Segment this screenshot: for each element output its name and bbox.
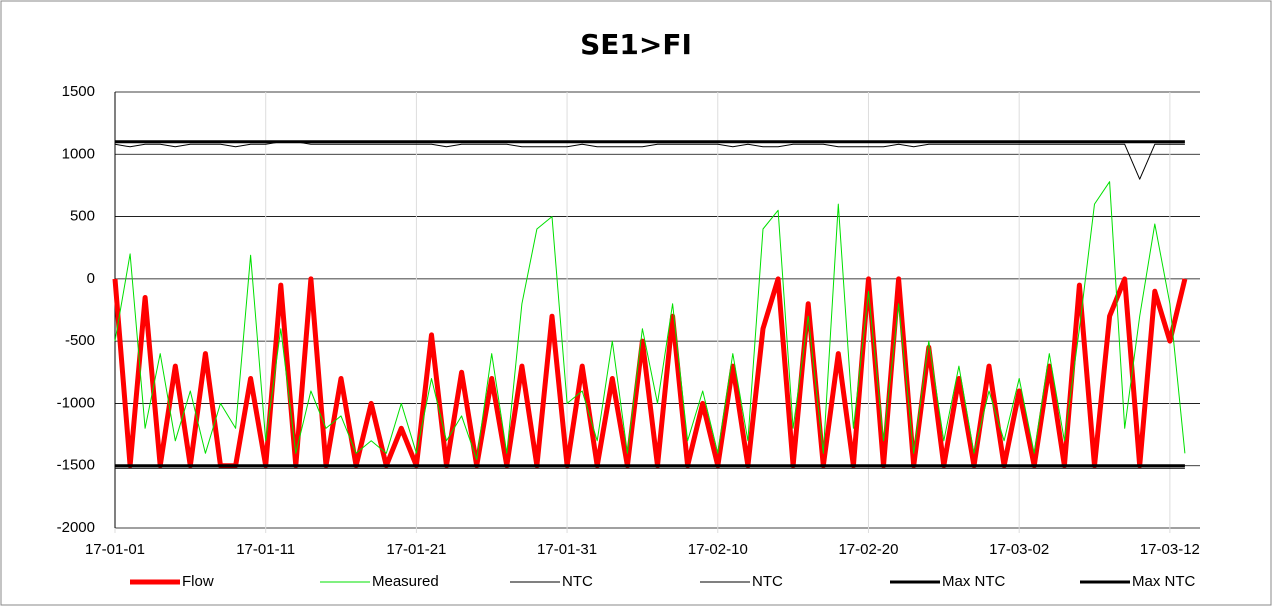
y-tick-label: 500 (70, 208, 95, 225)
x-tick-label: 17-02-10 (688, 541, 748, 558)
y-tick-label: -500 (65, 332, 95, 349)
legend-label: Max NTC (1132, 573, 1196, 590)
y-tick-label: -1000 (57, 394, 95, 411)
legend-label: Flow (182, 573, 214, 590)
legend-label: Max NTC (942, 573, 1006, 590)
x-tick-label: 17-01-01 (85, 541, 145, 558)
y-tick-label: 1000 (62, 145, 95, 162)
x-tick-label: 17-01-31 (537, 541, 597, 558)
legend-label: NTC (752, 573, 783, 590)
x-tick-label: 17-03-12 (1140, 541, 1200, 558)
x-tick-label: 17-01-21 (386, 541, 446, 558)
legend-label: Measured (372, 573, 439, 590)
legend-label: NTC (562, 573, 593, 590)
x-tick-label: 17-01-11 (236, 541, 295, 558)
x-tick-label: 17-02-20 (838, 541, 898, 558)
chart-title: SE1>FI (580, 28, 692, 61)
y-tick-label: 1500 (62, 83, 95, 100)
y-tick-label: 0 (87, 270, 95, 287)
series-line (114, 181, 1186, 460)
y-tick-label: -2000 (57, 519, 95, 536)
x-tick-label: 17-03-02 (989, 541, 1049, 558)
y-tick-label: -1500 (57, 457, 95, 474)
